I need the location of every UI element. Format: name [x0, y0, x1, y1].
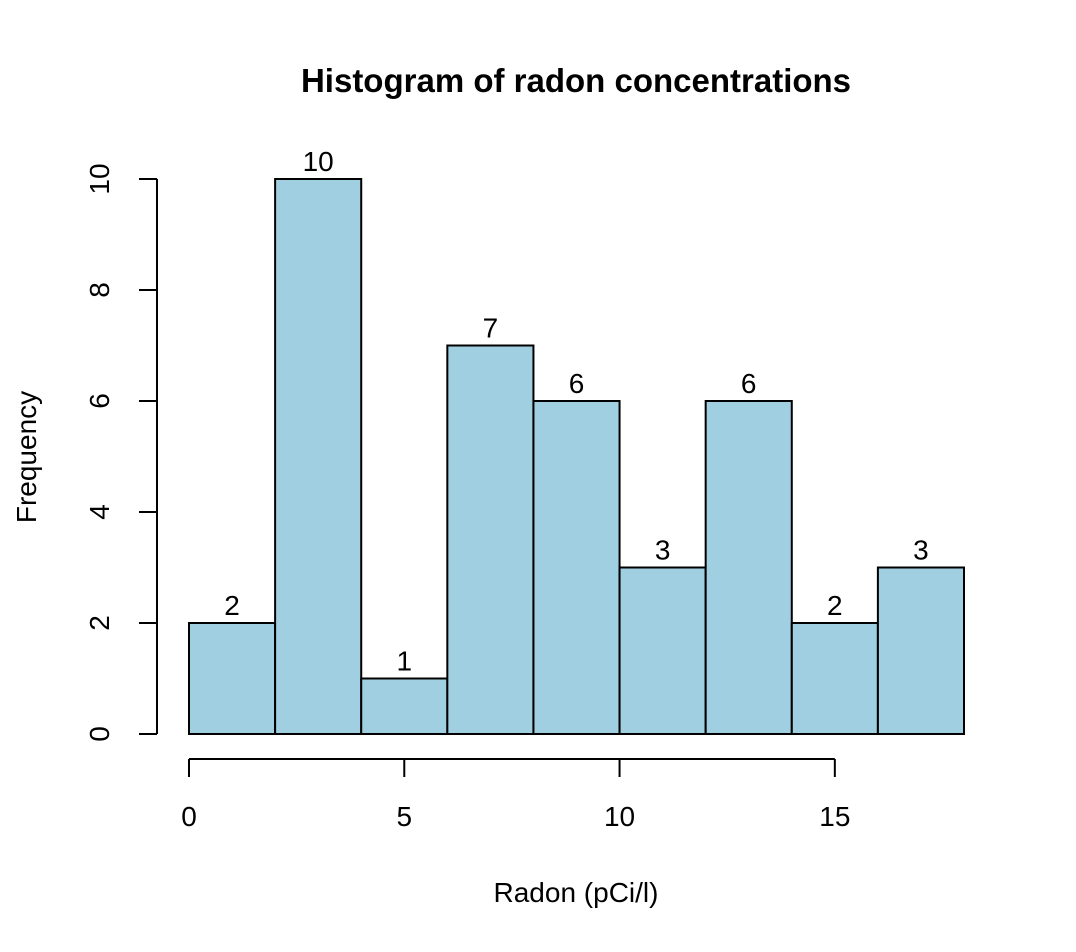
bar-count-label: 6: [741, 368, 757, 399]
y-tick-label: 10: [84, 163, 115, 194]
x-axis: 0 5 10 15: [181, 758, 850, 832]
histogram-bar: [446, 344, 535, 735]
y-tick-label: 0: [84, 726, 115, 742]
histogram-bar: [274, 178, 363, 735]
bar-count-label: 1: [396, 646, 412, 677]
x-tick-label: 15: [819, 801, 850, 832]
bar-count-label: 7: [483, 313, 499, 344]
bar-count-label: 3: [655, 535, 671, 566]
y-axis-label: Frequency: [11, 391, 42, 523]
y-axis: 0 2 4 6 8 10: [84, 163, 158, 742]
histogram-bar: [704, 400, 793, 735]
bar-count-label: 2: [224, 590, 240, 621]
x-tick-label: 5: [396, 801, 412, 832]
x-axis-label: Radon (pCi/l): [494, 877, 659, 908]
histogram-bar: [790, 622, 879, 735]
y-tick-label: 4: [84, 504, 115, 520]
histogram-bar: [618, 566, 707, 735]
bar-count-label: 10: [303, 146, 334, 177]
bar-count-labels: 2 10 1 7 6 3 6 2 3: [224, 146, 928, 677]
bar-count-label: 3: [913, 535, 929, 566]
histogram-bar: [876, 566, 966, 735]
y-tick-label: 2: [84, 615, 115, 631]
y-tick-label: 8: [84, 282, 115, 298]
x-tick-label: 10: [604, 801, 635, 832]
histogram-bar: [188, 622, 277, 735]
bar-count-label: 2: [827, 590, 843, 621]
x-tick-label: 0: [181, 801, 197, 832]
bars-group: [188, 178, 966, 735]
histogram-bar: [360, 677, 449, 735]
bar-count-label: 6: [569, 368, 585, 399]
histogram-bar: [532, 400, 621, 735]
chart-title: Histogram of radon concentrations: [301, 62, 851, 99]
y-tick-label: 6: [84, 393, 115, 409]
